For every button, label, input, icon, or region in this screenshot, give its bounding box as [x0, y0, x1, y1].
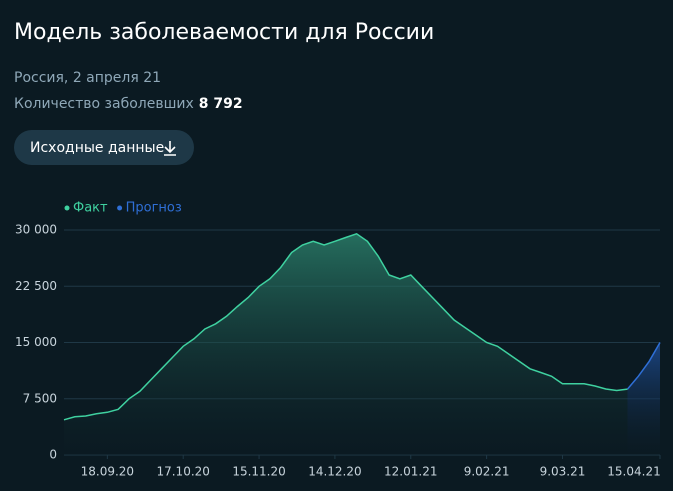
y-tick-label: 30 000 — [15, 223, 57, 237]
y-tick-label: 22 500 — [15, 279, 57, 293]
title: Модель заболеваемости для России — [14, 20, 434, 45]
y-tick-label: 7 500 — [23, 391, 57, 405]
x-tick-label: 18.09.20 — [81, 465, 134, 479]
cases: Количество заболевших 8 792 — [14, 96, 243, 112]
area — [627, 342, 660, 455]
legend-label: Прогноз — [126, 201, 182, 216]
y-tick-label: 0 — [49, 448, 57, 462]
subtitle: Россия, 2 апреля 21 — [14, 70, 161, 86]
download-icon[interactable] — [164, 141, 176, 156]
x-tick-label: 15.04.21 — [607, 465, 660, 479]
plot: 0 7 500 15 000 22 500 30 000 18.09.20 17.10.20… — [15, 223, 661, 479]
button-bg[interactable] — [14, 130, 194, 165]
legend-marker — [64, 205, 70, 211]
y-tick-label: 15 000 — [15, 335, 57, 349]
line — [626, 342, 661, 390]
cases-value: 8 792 — [199, 96, 243, 112]
cases-label: Количество заболевших — [14, 96, 194, 112]
x-tick-label: 9.03.21 — [540, 465, 586, 479]
x-tick-label: 14.12.20 — [308, 465, 361, 479]
x-tick-label: 12.01.21 — [384, 465, 437, 479]
legend-label: Факт — [73, 201, 108, 216]
line — [63, 232, 628, 421]
button-label[interactable]: Исходные данные — [30, 140, 164, 156]
x-tick-label: 17.10.20 — [156, 465, 209, 479]
legend: Факт Прогноз — [64, 201, 182, 216]
download-button[interactable]: Исходные данные — [14, 130, 194, 165]
legend-marker — [117, 205, 123, 211]
x-tick-label: 15.11.20 — [232, 465, 285, 479]
area — [64, 233, 628, 455]
x-tick-label: 9.02.21 — [464, 465, 510, 479]
